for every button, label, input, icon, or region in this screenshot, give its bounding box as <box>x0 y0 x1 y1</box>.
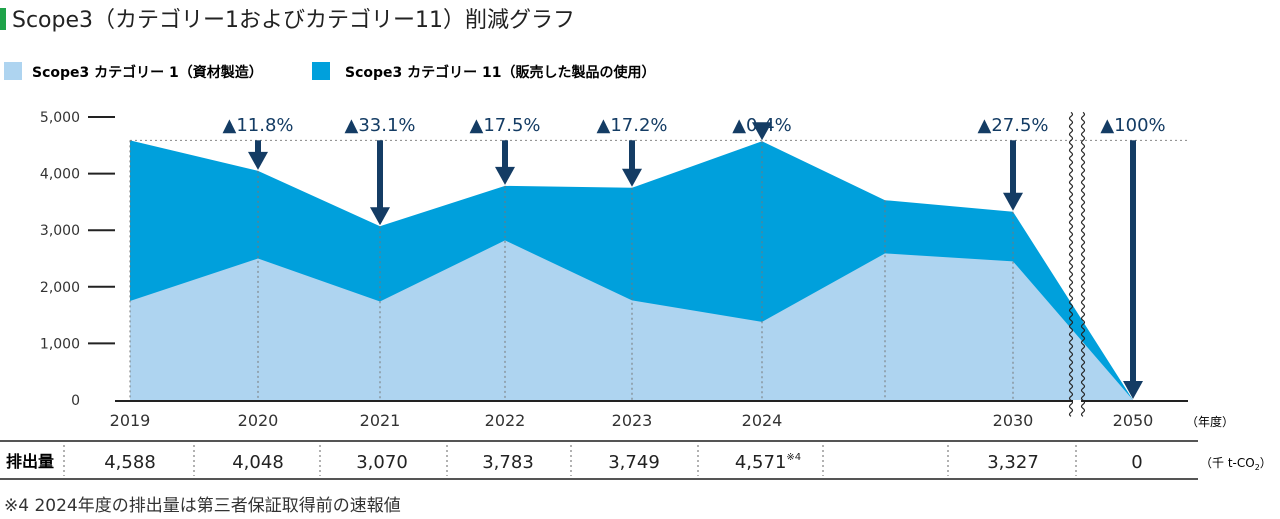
reduction-arrow-head <box>752 122 772 141</box>
reduction-arrow-shaft <box>629 140 635 170</box>
table-unit: （千 t-CO2） <box>1200 456 1272 472</box>
y-tick-label: 2,000 <box>40 280 80 296</box>
table-cell-value: 0 <box>1131 452 1142 473</box>
area-cat1 <box>130 240 1133 400</box>
reduction-arrow-head <box>495 166 515 185</box>
legend-label-cat1: Scope3 カテゴリー 1（資材製造） <box>32 64 263 81</box>
reduction-label: ▲27.5% <box>977 115 1048 136</box>
table-row-label: 排出量 <box>6 452 54 471</box>
table-cell-value: 3,783 <box>482 452 534 473</box>
axis-break-mark <box>1068 111 1074 417</box>
axis-break-mark <box>1080 111 1086 417</box>
x-tick-label: 2022 <box>485 411 526 430</box>
reduction-arrow-head <box>1003 192 1023 211</box>
title-accent-bar <box>0 8 6 30</box>
reduction-label: ▲0.4% <box>732 115 792 136</box>
reduction-arrow-shaft <box>255 140 261 153</box>
x-tick-label: 2050 <box>1113 411 1154 430</box>
reduction-arrow-shaft <box>1010 140 1016 194</box>
legend-swatch-cat11 <box>312 62 330 80</box>
y-tick-label: 5,000 <box>40 110 80 126</box>
table-cell-value: 3,327 <box>987 452 1039 473</box>
reduction-label: ▲100% <box>1100 115 1165 136</box>
x-tick-label: 2024 <box>742 411 783 430</box>
legend-swatch-cat1 <box>4 62 22 80</box>
table-cell-value: 3,070 <box>356 452 408 473</box>
y-tick-label: 3,000 <box>40 223 80 239</box>
reduction-arrow-shaft <box>377 140 383 209</box>
table-cell-value: 3,749 <box>608 452 660 473</box>
x-tick-label: 2023 <box>612 411 653 430</box>
reduction-arrow-head <box>370 207 390 226</box>
axis-break-gap <box>1073 400 1081 404</box>
reduction-arrow-head <box>1123 381 1143 399</box>
table-cell-value: 4,588 <box>104 452 156 473</box>
legend-label-cat11: Scope3 カテゴリー 11（販売した製品の使用） <box>345 64 656 81</box>
reduction-arrow-head <box>248 151 268 170</box>
y-tick-label: 4,000 <box>40 167 80 183</box>
reduction-arrow-shaft <box>502 140 508 168</box>
x-tick-label: 2021 <box>360 411 401 430</box>
y-tick-label: 1,000 <box>40 336 80 352</box>
chart-title: Scope3（カテゴリー1およびカテゴリー11）削減グラフ <box>12 8 575 33</box>
reduction-label: ▲17.2% <box>596 115 667 136</box>
x-tick-label: 2020 <box>238 411 279 430</box>
reduction-arrow-shaft <box>1130 140 1136 382</box>
reduction-arrow-head <box>622 168 642 187</box>
x-axis-unit: （年度） <box>1186 414 1234 429</box>
reduction-label: ▲11.8% <box>222 115 293 136</box>
table-cell-value: 4,048 <box>232 452 284 473</box>
reduction-label: ▲33.1% <box>344 115 415 136</box>
reduction-label: ▲17.5% <box>469 115 540 136</box>
x-tick-label: 2030 <box>993 411 1034 430</box>
footnote: ※4 2024年度の排出量は第三者保証取得前の速報値 <box>4 496 401 516</box>
x-tick-label: 2019 <box>110 411 151 430</box>
note-mark: ※4 <box>786 452 801 463</box>
y-tick-label: 0 <box>71 393 80 409</box>
table-cell-value: 4,571※4 <box>735 452 801 473</box>
